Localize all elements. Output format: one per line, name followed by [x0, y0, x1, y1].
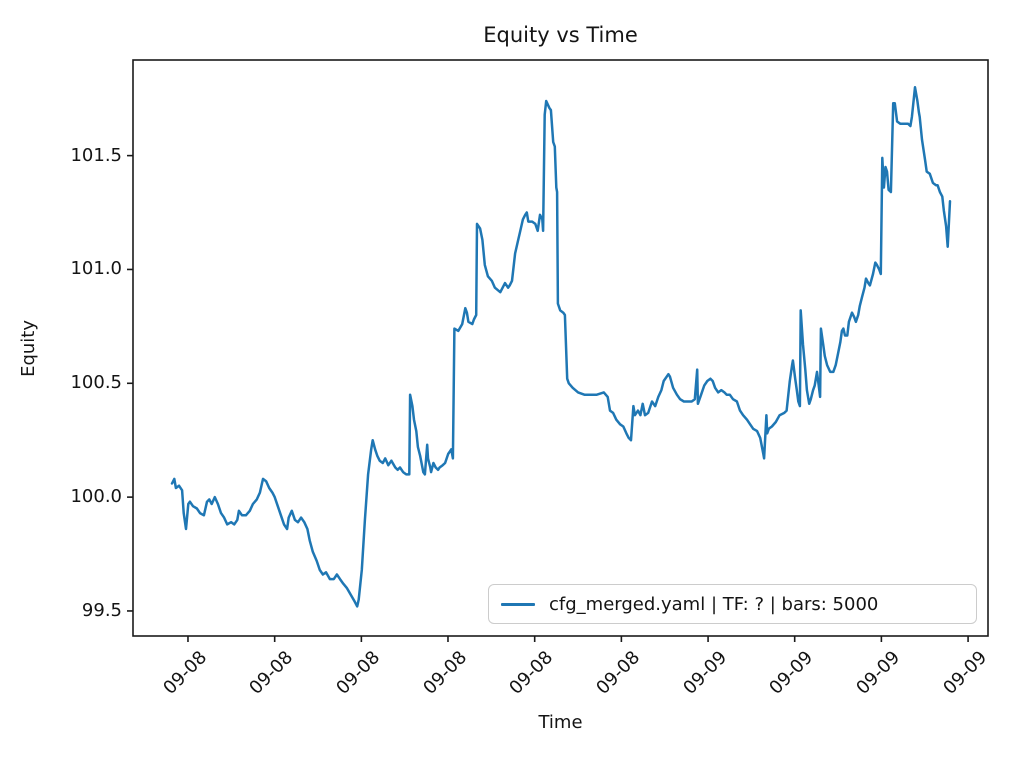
legend-line-sample — [501, 602, 535, 606]
y-tick-label: 99.5 — [81, 599, 122, 621]
y-tick-label: 100.5 — [70, 372, 122, 394]
plot-border — [132, 59, 989, 637]
legend-label: cfg_merged.yaml | TF: ? | bars: 5000 — [549, 593, 879, 615]
equity-line — [170, 86, 952, 608]
legend: cfg_merged.yaml | TF: ? | bars: 5000 — [488, 584, 977, 624]
tick-marks — [127, 154, 969, 642]
chart-title: Equity vs Time — [483, 23, 638, 47]
y-tick-label: 100.0 — [70, 486, 122, 508]
y-axis-label: Equity — [17, 319, 39, 377]
x-axis-label: Time — [538, 712, 583, 733]
y-tick-label: 101.5 — [70, 144, 122, 166]
y-tick-label: 101.0 — [70, 258, 122, 280]
